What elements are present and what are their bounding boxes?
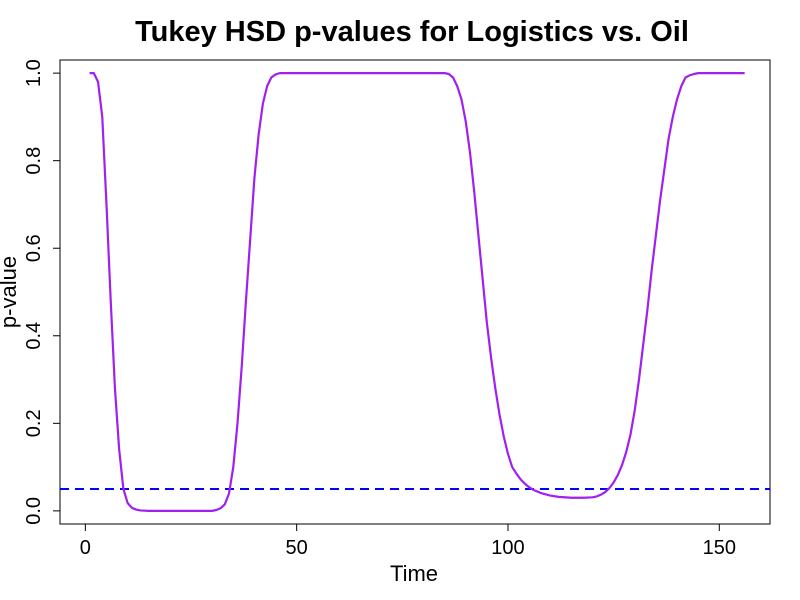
- x-axis: 0 50 100 150: [80, 523, 736, 559]
- series-line: [89, 72, 745, 512]
- x-axis-label: Time: [390, 561, 438, 586]
- x-tick-label: 150: [703, 537, 736, 559]
- y-tick-label: 0.4: [23, 322, 45, 350]
- y-axis-label: p-value: [0, 256, 21, 328]
- y-tick-label: 0.2: [23, 409, 45, 437]
- y-axis: 0.0 0.2 0.4 0.6 0.8 1.0: [23, 59, 61, 525]
- y-tick-label: 0.8: [23, 147, 45, 175]
- x-tick-label: 50: [286, 537, 308, 559]
- x-tick-label: 100: [491, 537, 524, 559]
- y-tick-label: 1.0: [23, 59, 45, 87]
- y-tick-label: 0.6: [23, 234, 45, 262]
- chart-title: Tukey HSD p-values for Logistics vs. Oil: [135, 16, 689, 48]
- plot-frame: [59, 59, 771, 525]
- x-tick-label: 0: [80, 537, 91, 559]
- y-tick-label: 0.0: [23, 497, 45, 525]
